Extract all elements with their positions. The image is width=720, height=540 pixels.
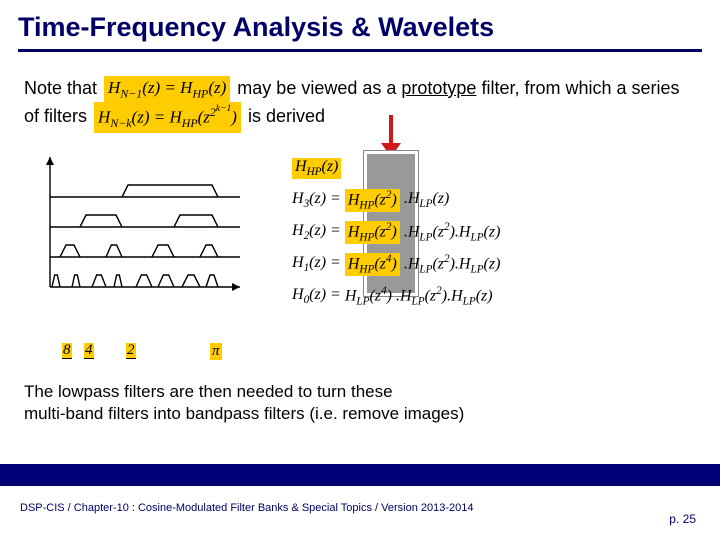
equation-stack: HHP(z)H3(z) =HHP(z2).HLP(z)H2(z) =HHP(z2… — [292, 153, 500, 313]
page-title: Time-Frequency Analysis & Wavelets — [18, 12, 702, 43]
paragraph-1: Note that HN−1(z) = HHP(z) may be viewed… — [24, 76, 696, 133]
diagram-row: π8π4π2π HHP(z)H3(z) =HHP(z2).HLP(z)H2(z)… — [24, 157, 696, 337]
footer-text: DSP-CIS / Chapter-10 : Cosine-Modulated … — [20, 502, 473, 514]
eq-hhp-term: HLP(z4) — [345, 285, 392, 308]
eq-hhp-term: HHP(z2) — [345, 221, 400, 244]
title-bar: Time-Frequency Analysis & Wavelets — [0, 0, 720, 58]
eq-tail: .HLP(z2).HLP(z) — [404, 253, 501, 276]
xtick-label: π — [210, 343, 222, 360]
eq-lhs: H1(z) = — [292, 254, 341, 274]
eq-row: HHP(z) — [292, 153, 500, 185]
eq-tail: .HLP(z) — [404, 190, 450, 210]
eq-row: H1(z) =HHP(z4).HLP(z2).HLP(z) — [292, 249, 500, 281]
title-rule — [18, 49, 702, 52]
p2-line-b: multi-band filters into bandpass filters… — [24, 404, 464, 423]
page-number: p. 25 — [669, 512, 696, 526]
p1-text-a: Note that — [24, 78, 102, 98]
p1-text-b: may be viewed as a — [237, 78, 401, 98]
eq-lhs: H2(z) = — [292, 222, 341, 242]
eq-hhp-label: HHP(z) — [292, 158, 341, 178]
eq-hhp-term: HHP(z2) — [345, 189, 400, 212]
footer: DSP-CIS / Chapter-10 : Cosine-Modulated … — [0, 484, 720, 540]
eq-lhs: H3(z) = — [292, 190, 341, 210]
eq-prototype: HN−1(z) = HHP(z) — [104, 76, 230, 102]
eq-row: H3(z) =HHP(z2).HLP(z) — [292, 185, 500, 217]
eq-row: H0(z) =HLP(z4).HLP(z2).HLP(z) — [292, 281, 500, 313]
p1-text-d: is derived — [248, 106, 325, 126]
eq-hhp-term: HHP(z4) — [345, 253, 400, 276]
eq-tail: .HLP(z2).HLP(z) — [396, 285, 493, 308]
p2-line-a: The lowpass filters are then needed to t… — [24, 382, 393, 401]
content-area: Note that HN−1(z) = HHP(z) may be viewed… — [0, 58, 720, 464]
eq-lhs: H0(z) = — [292, 286, 341, 306]
eq-tail: .HLP(z2).HLP(z) — [404, 221, 501, 244]
paragraph-2: The lowpass filters are then needed to t… — [24, 381, 696, 427]
eq-series: HN−k(z) = HHP(z2k−1) — [94, 102, 241, 132]
p1-prototype: prototype — [401, 78, 476, 98]
eq-row: H2(z) =HHP(z2).HLP(z2).HLP(z) — [292, 217, 500, 249]
frequency-plot: π8π4π2π — [30, 157, 260, 307]
